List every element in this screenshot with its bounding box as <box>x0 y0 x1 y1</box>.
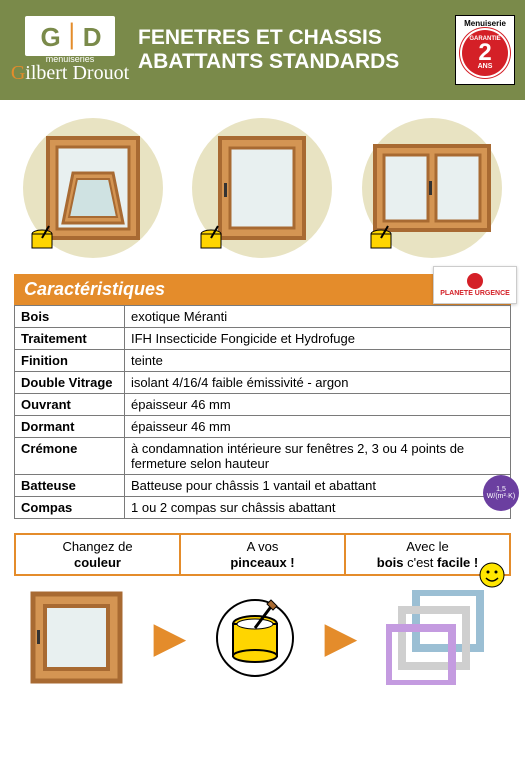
warranty-circle: GARANTIE 2 ANS <box>462 30 508 76</box>
table-row: Finitionteinte <box>15 350 511 372</box>
single-window-icon <box>212 133 312 243</box>
spec-value: épaisseur 46 mm <box>125 394 511 416</box>
double-window-icon <box>372 143 492 233</box>
planete-urgence-badge: PLANETE URGENCE <box>433 266 517 304</box>
table-row: Compas1 ou 2 compas sur châssis abattant <box>15 497 511 519</box>
page-title: FENETRES ET CHASSIS ABATTANTS STANDARDS <box>130 26 455 74</box>
title-line-1: FENETRES ET CHASSIS <box>138 26 455 50</box>
paint-bucket-icon <box>196 224 226 254</box>
spec-label: Traitement <box>15 328 125 350</box>
paint-bucket-large-icon <box>215 598 295 678</box>
brand-logo: G｜D menuiseries Gilbert Drouot <box>10 8 130 92</box>
cta-change-color: Changez de couleur <box>16 535 181 574</box>
spec-label: Double Vitrage <box>15 372 125 394</box>
cta-text: Changez de <box>62 539 132 554</box>
cta-row: Changez de couleur A vos pinceaux ! Avec… <box>14 533 511 576</box>
spec-label: Compas <box>15 497 125 519</box>
spec-value: épaisseur 46 mm <box>125 416 511 438</box>
warranty-years: 2 <box>478 42 491 64</box>
arrow-icon: ▶ <box>325 615 356 661</box>
warranty-top: Menuiserie <box>464 19 506 28</box>
smiley-icon <box>479 562 505 588</box>
table-row: Boisexotique Méranti <box>15 306 511 328</box>
spec-value: IFH Insecticide Fongicide et Hydrofuge <box>125 328 511 350</box>
product-double-window <box>362 118 502 258</box>
spec-wrapper: Boisexotique Méranti TraitementIFH Insec… <box>0 305 525 519</box>
bottom-flow: ▶ ▶ <box>0 576 525 691</box>
product-row <box>0 100 525 268</box>
header: G｜D menuiseries Gilbert Drouot FENETRES … <box>0 0 525 100</box>
cta-text: Avec le <box>406 539 448 554</box>
spec-label: Batteuse <box>15 475 125 497</box>
table-row: Ouvrantépaisseur 46 mm <box>15 394 511 416</box>
cta-bold: pinceaux ! <box>230 555 294 570</box>
table-row: Double Vitrageisolant 4/16/4 faible émis… <box>15 372 511 394</box>
spec-value: 1 ou 2 compas sur châssis abattant <box>125 497 511 519</box>
spec-label: Crémone <box>15 438 125 475</box>
spec-value: à condamnation intérieure sur fenêtres 2… <box>125 438 511 475</box>
product-tilt-window <box>23 118 163 258</box>
cta-text: A vos <box>247 539 279 554</box>
product-single-window <box>192 118 332 258</box>
quality-seal-icon: 1,5W/(m²·K) <box>483 475 519 511</box>
table-row: TraitementIFH Insecticide Fongicide et H… <box>15 328 511 350</box>
wood-window-icon <box>29 590 124 685</box>
title-line-2: ABATTANTS STANDARDS <box>138 50 455 74</box>
tree-icon <box>467 273 483 289</box>
colored-frames-icon <box>386 590 496 685</box>
section-header-row: Caractéristiques PLANETE URGENCE <box>14 274 511 305</box>
planete-urgence-text: PLANETE URGENCE <box>440 290 510 297</box>
warranty-badge: Menuiserie GARANTIE 2 ANS <box>455 15 515 85</box>
spec-value: isolant 4/16/4 faible émissivité - argon <box>125 372 511 394</box>
table-row: BatteuseBatteuse pour châssis 1 vantail … <box>15 475 511 497</box>
spec-value: exotique Méranti <box>125 306 511 328</box>
arrow-icon: ▶ <box>154 615 185 661</box>
cta-easy-wood: Avec le bois c'est facile ! <box>346 535 509 574</box>
spec-label: Finition <box>15 350 125 372</box>
table-row: Dormantépaisseur 46 mm <box>15 416 511 438</box>
spec-value: teinte <box>125 350 511 372</box>
logo-initials-box: G｜D <box>25 16 115 56</box>
logo-script: Gilbert Drouot <box>11 62 129 85</box>
spec-table: Boisexotique Méranti TraitementIFH Insec… <box>14 305 511 519</box>
logo-initials: G｜D <box>40 17 99 54</box>
spec-label: Ouvrant <box>15 394 125 416</box>
tilt-window-icon <box>43 133 143 243</box>
cta-line2: bois c'est facile ! <box>377 555 478 570</box>
cta-brushes: A vos pinceaux ! <box>181 535 346 574</box>
spec-label: Dormant <box>15 416 125 438</box>
cta-bold: couleur <box>74 555 121 570</box>
paint-bucket-icon <box>366 224 396 254</box>
paint-bucket-icon <box>27 224 57 254</box>
warranty-unit: ANS <box>478 63 493 70</box>
spec-label: Bois <box>15 306 125 328</box>
spec-value: Batteuse pour châssis 1 vantail et abatt… <box>125 475 511 497</box>
table-row: Crémoneà condamnation intérieure sur fen… <box>15 438 511 475</box>
